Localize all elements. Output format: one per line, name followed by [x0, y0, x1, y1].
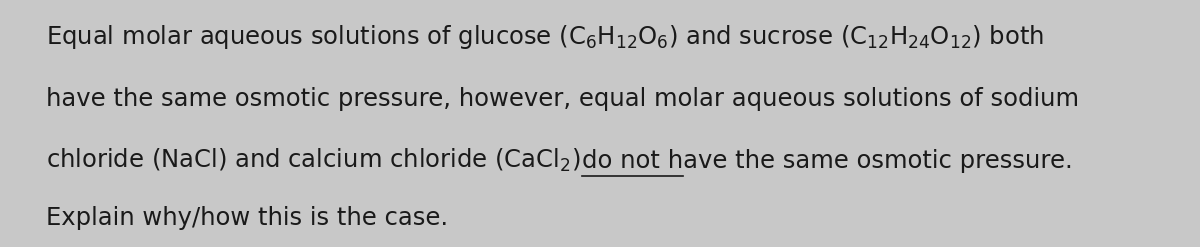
Text: have the same osmotic pressure.: have the same osmotic pressure.: [660, 149, 1073, 173]
Text: chloride (NaCl) and calcium chloride (CaCl$_2$): chloride (NaCl) and calcium chloride (Ca…: [46, 147, 582, 174]
Text: have the same osmotic pressure, however, equal molar aqueous solutions of sodium: have the same osmotic pressure, however,…: [46, 87, 1079, 111]
Text: Explain why/how this is the case.: Explain why/how this is the case.: [46, 206, 448, 230]
Text: Equal molar aqueous solutions of glucose (C$_6$H$_{12}$O$_6$) and sucrose (C$_{1: Equal molar aqueous solutions of glucose…: [46, 23, 1044, 51]
Text: do not: do not: [582, 149, 660, 173]
